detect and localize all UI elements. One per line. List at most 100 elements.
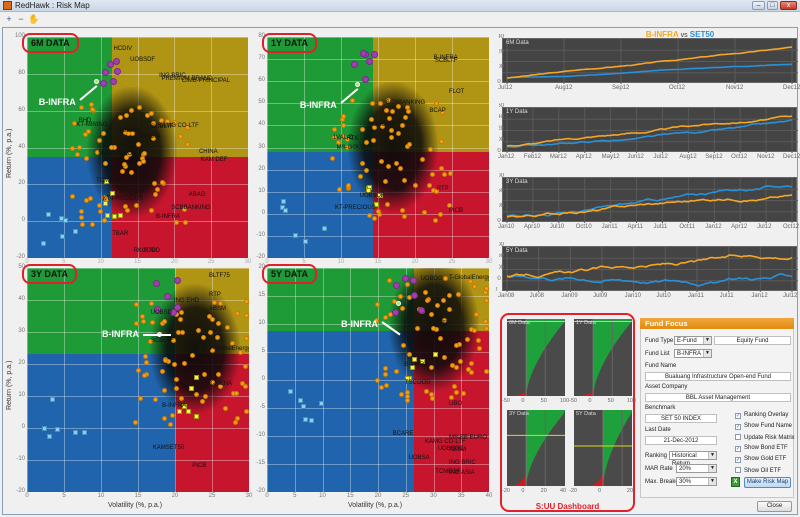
fund-point[interactable] (405, 281, 411, 287)
top-fund-point[interactable] (417, 307, 425, 315)
fund-point[interactable] (340, 114, 346, 120)
fund-point[interactable] (332, 134, 338, 140)
fund-point[interactable] (429, 396, 435, 402)
fund-point[interactable] (426, 183, 432, 189)
gold-etf-point[interactable] (365, 188, 371, 194)
fund-point[interactable] (437, 335, 443, 341)
fund-point[interactable] (234, 310, 240, 316)
top-fund-point[interactable] (401, 274, 409, 282)
fund-point[interactable] (393, 368, 399, 374)
fund-point[interactable] (98, 209, 104, 215)
fund-point[interactable] (376, 209, 382, 215)
bond-etf-point[interactable] (50, 397, 56, 403)
fund-point[interactable] (383, 371, 389, 377)
fund-point[interactable] (423, 389, 429, 395)
fund-point[interactable] (218, 300, 224, 306)
fund-point[interactable] (484, 325, 489, 331)
fund-point[interactable] (396, 103, 402, 109)
fund-point[interactable] (183, 219, 189, 225)
bond-etf-point[interactable] (72, 228, 78, 234)
gold-etf-point[interactable] (102, 200, 108, 206)
fund-point[interactable] (473, 311, 479, 317)
fund-point[interactable] (181, 360, 187, 366)
fund-point[interactable] (225, 324, 231, 330)
fund-point[interactable] (202, 371, 208, 377)
bond-etf-point[interactable] (318, 401, 324, 407)
fund-point[interactable] (414, 325, 420, 331)
fund-point[interactable] (122, 162, 128, 168)
fund-point[interactable] (363, 140, 369, 146)
bond-etf-point[interactable] (282, 208, 288, 214)
fund-point[interactable] (449, 363, 455, 369)
fund-point[interactable] (370, 100, 376, 106)
fund-point[interactable] (435, 303, 440, 309)
checkbox-checked-icon[interactable]: ✓ (735, 413, 741, 419)
fund-point[interactable] (399, 208, 405, 214)
fund-point[interactable] (382, 178, 388, 184)
fund-point[interactable] (101, 130, 107, 136)
fund-point[interactable] (379, 159, 385, 165)
top-fund-point[interactable] (101, 69, 109, 77)
fund-point[interactable] (70, 193, 76, 199)
bond-etf-point[interactable] (40, 240, 46, 246)
gold-etf-point[interactable] (105, 212, 111, 218)
fund-point[interactable] (216, 372, 222, 378)
gold-etf-point[interactable] (117, 212, 123, 218)
fund-point[interactable] (209, 316, 215, 322)
top-fund-point[interactable] (173, 277, 181, 285)
fund-point[interactable] (97, 137, 103, 143)
fund-point[interactable] (440, 109, 445, 115)
fund-point[interactable] (203, 393, 209, 399)
checkbox-option[interactable]: ✓ Show Bond ETF (735, 445, 788, 452)
checkbox-option[interactable]: Update Risk Matrix (735, 434, 795, 441)
fund-point[interactable] (234, 416, 240, 422)
dashboard-mini-3[interactable]: 5Y Data (574, 410, 632, 486)
fund-point[interactable] (399, 392, 405, 398)
minimize-button[interactable]: – (752, 1, 765, 10)
fund-point[interactable] (383, 107, 389, 113)
checkbox-checked-icon[interactable]: ✓ (735, 446, 741, 452)
fund-point[interactable] (229, 340, 235, 346)
fund-point[interactable] (238, 349, 244, 355)
fund-point[interactable] (181, 206, 187, 212)
fund-point[interactable] (123, 155, 129, 161)
fund-point[interactable] (244, 336, 249, 342)
fund-point[interactable] (242, 384, 248, 390)
fund-point[interactable] (161, 415, 167, 421)
gold-etf-point[interactable] (433, 351, 439, 357)
fund-point[interactable] (442, 317, 448, 323)
fund-point[interactable] (346, 183, 352, 189)
risk-map-plot-3[interactable]: ABSM KAMG CO-LTF BLTF B-INFRA UBO BCARE UOBGG U… (267, 268, 489, 492)
fund-point[interactable] (363, 168, 369, 174)
bond-etf-point[interactable] (54, 427, 60, 433)
top-fund-point[interactable] (174, 304, 182, 312)
bond-etf-point[interactable] (279, 204, 285, 210)
top-fund-point[interactable] (164, 293, 172, 301)
fund-point[interactable] (337, 187, 343, 193)
bond-etf-point[interactable] (63, 217, 69, 223)
fund-point[interactable] (398, 166, 404, 172)
fund-point[interactable] (152, 191, 158, 197)
top-fund-point[interactable] (411, 291, 419, 299)
make-risk-map-button[interactable]: Make Risk Map (744, 477, 791, 488)
fund-point[interactable] (425, 297, 431, 303)
fund-point[interactable] (399, 306, 405, 312)
ranking-select[interactable]: Historical Return▼ (669, 451, 717, 467)
excel-icon[interactable]: X (731, 477, 740, 487)
fund-point[interactable] (97, 202, 103, 208)
fund-point[interactable] (101, 218, 107, 224)
fund-point[interactable] (168, 421, 174, 427)
top-fund-point[interactable] (393, 282, 401, 290)
gold-etf-point[interactable] (409, 364, 415, 370)
gold-etf-point[interactable] (111, 213, 117, 219)
fund-point[interactable] (432, 218, 438, 224)
fund-point[interactable] (484, 368, 489, 374)
fund-point[interactable] (185, 141, 191, 147)
fund-point[interactable] (108, 145, 114, 151)
bond-etf-point[interactable] (303, 239, 309, 245)
close-window-button[interactable]: x (780, 1, 797, 10)
fund-type-select[interactable]: E-Fund ▼ (674, 336, 712, 345)
fund-point[interactable] (140, 318, 146, 324)
fund-point[interactable] (401, 177, 407, 183)
fund-point[interactable] (383, 365, 389, 371)
